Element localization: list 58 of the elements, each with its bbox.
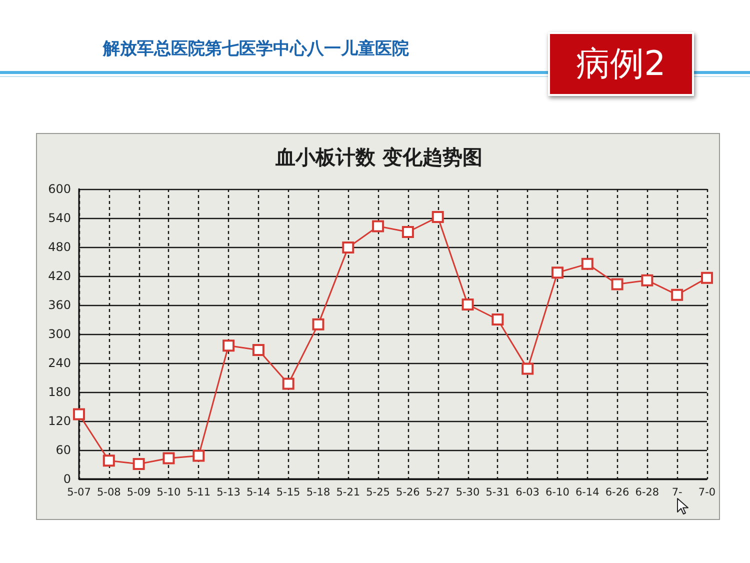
point xyxy=(132,458,145,470)
point xyxy=(222,340,235,352)
x-tick-label: 6-14 xyxy=(575,486,600,498)
x-tick-label: 5-07 xyxy=(67,486,91,498)
point xyxy=(522,362,534,375)
point xyxy=(162,452,175,464)
x-tick-label: 7- xyxy=(672,486,683,498)
y-tick-label: 360 xyxy=(48,298,71,312)
x-tick-label: 5-21 xyxy=(336,486,360,498)
y-tick-label: 420 xyxy=(48,269,71,283)
x-tick-label: 6-28 xyxy=(635,486,660,498)
x-tick-label: 6-10 xyxy=(546,486,570,498)
point xyxy=(671,288,684,301)
text: 病例2 xyxy=(548,32,694,96)
x-tick-label: 5-08 xyxy=(96,486,121,498)
x-tick-label: 5-10 xyxy=(156,486,181,498)
y-tick-label: 300 xyxy=(48,327,71,341)
x-tick-label: 6-26 xyxy=(605,486,630,498)
x-tick-label: 5-13 xyxy=(216,486,240,498)
x-tick-label: 5-11 xyxy=(186,486,211,498)
chart-title: 血小板计数 变化趋势图 xyxy=(274,145,482,169)
x-tick-label: 5-18 xyxy=(306,486,330,498)
y-tick-label: 600 xyxy=(48,182,71,196)
text: 解放军总医院第七医学中心八一儿童医院 xyxy=(103,38,409,60)
point xyxy=(551,266,564,279)
point xyxy=(462,298,474,311)
y-tick-label: 540 xyxy=(48,211,71,225)
point xyxy=(252,344,264,356)
point xyxy=(402,226,414,238)
x-tick-label: 5-09 xyxy=(126,486,151,498)
point xyxy=(581,258,594,270)
point xyxy=(282,378,294,390)
point xyxy=(492,314,504,326)
y-tick-label: 60 xyxy=(56,443,71,457)
y-tick-label: 480 xyxy=(48,240,71,254)
x-tick-label: 7-0 xyxy=(698,486,716,498)
x-tick-label: 5-31 xyxy=(486,486,510,498)
y-tick-label: 240 xyxy=(48,356,71,370)
x-tick-label: 5-27 xyxy=(426,486,450,498)
x-tick-label: 5-25 xyxy=(366,486,390,498)
y-tick-label: 0 xyxy=(63,472,71,486)
point xyxy=(432,211,444,224)
point xyxy=(372,220,384,232)
point xyxy=(641,274,654,286)
point xyxy=(701,272,713,284)
point xyxy=(342,241,354,254)
y-tick-label: 120 xyxy=(48,414,71,428)
point xyxy=(611,278,624,290)
x-tick-label: 5-26 xyxy=(396,486,420,498)
x-tick-label: 5-15 xyxy=(276,486,300,498)
point xyxy=(102,454,115,467)
x-tick-label: 6-03 xyxy=(516,486,540,498)
point xyxy=(192,450,205,462)
x-tick-label: 5-14 xyxy=(246,486,271,498)
point xyxy=(73,408,85,420)
point xyxy=(312,318,324,330)
x-tick-label: 5-30 xyxy=(456,486,480,498)
y-tick-label: 180 xyxy=(48,385,71,399)
